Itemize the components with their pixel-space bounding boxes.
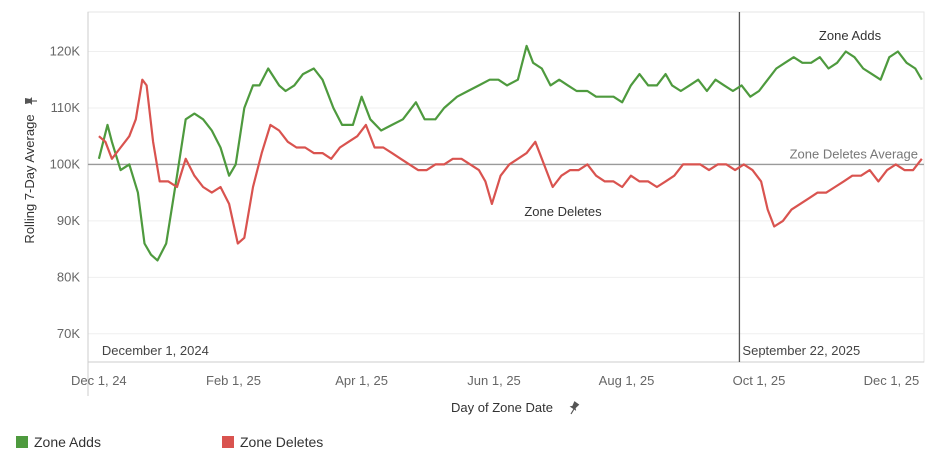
y-tick-label: 110K: [51, 100, 81, 115]
y-tick-label: 100K: [50, 156, 81, 171]
legend-swatch-zone-deletes: [222, 436, 234, 448]
x-tick-label: Oct 1, 25: [733, 373, 786, 388]
x-tick-label: Aug 1, 25: [599, 373, 655, 388]
y-tick-label: 120K: [50, 44, 81, 59]
x-axis: Dec 1, 24 Feb 1, 25 Apr 1, 25 Jun 1, 25 Aug …: [71, 12, 924, 415]
x-tick-label: Dec 1, 24: [71, 373, 127, 388]
pin-icon-needle: [570, 408, 575, 415]
x-tick-label: Jun 1, 25: [467, 373, 521, 388]
legend: Zone Adds Zone Deletes: [16, 434, 428, 450]
pin-icon-head: [25, 97, 32, 105]
y-tick-label: 80K: [57, 269, 80, 284]
pin-icon-head: [569, 401, 580, 411]
legend-item-zone-deletes[interactable]: Zone Deletes: [222, 434, 428, 450]
legend-item-zone-adds[interactable]: Zone Adds: [16, 434, 222, 450]
y-tick-label: 70K: [57, 326, 80, 341]
zone-deletes-line: [98, 78, 923, 245]
reference-lines: [88, 12, 924, 362]
legend-label-zone-adds: Zone Adds: [34, 434, 101, 450]
x-tick-label: Apr 1, 25: [335, 373, 388, 388]
zone-deletes-annotation: Zone Deletes: [524, 204, 602, 219]
legend-swatch-zone-adds: [16, 436, 28, 448]
pin-icon: [569, 401, 580, 415]
series-lines: [97, 44, 923, 262]
legend-label-zone-deletes: Zone Deletes: [240, 434, 324, 450]
gridlines: [87, 11, 925, 363]
average-line-label: Zone Deletes Average: [790, 146, 918, 161]
zone-adds-line: [97, 44, 923, 262]
x-tick-label: Feb 1, 25: [206, 373, 261, 388]
plot-frame: [87, 11, 925, 363]
reference-line-label: September 22, 2025: [742, 343, 860, 358]
y-axis: 70K 80K 90K 100K 110K 120K Rolling 7-Day Avera…: [22, 44, 80, 341]
pin-icon: [25, 97, 37, 105]
zone-adds-annotation: Zone Adds: [819, 28, 882, 43]
annotations: Zone Deletes Average December 1, 2024 Sept…: [102, 28, 918, 358]
reference-line-label: December 1, 2024: [102, 343, 209, 358]
y-axis-title: Rolling 7-Day Average: [22, 114, 37, 243]
x-axis-title: Day of Zone Date: [451, 400, 553, 415]
y-tick-label: 90K: [57, 213, 80, 228]
x-tick-label: Dec 1, 25: [864, 373, 920, 388]
